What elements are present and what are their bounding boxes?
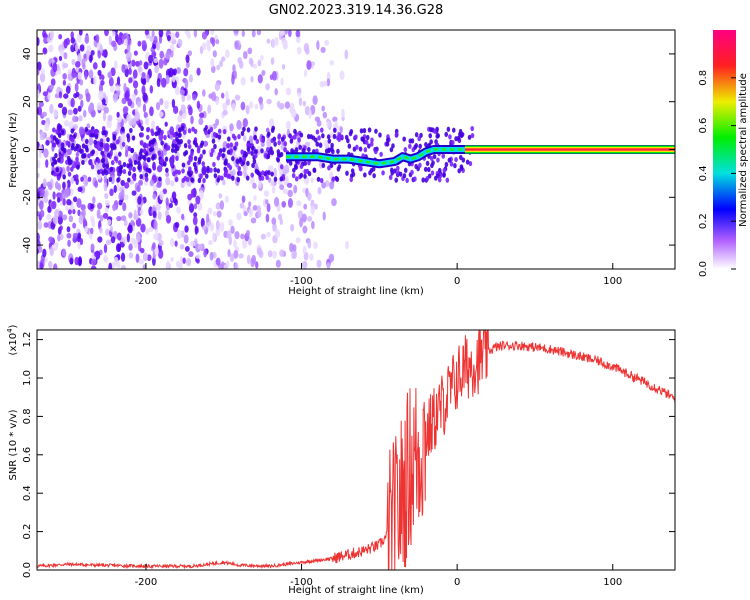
snr-x-tick-label: 100 <box>603 577 622 588</box>
spectrogram-x-tick-label: -100 <box>290 276 313 287</box>
snr-x-label: Height of straight line (km) <box>288 585 424 596</box>
spectrogram-y-tick-label: 20 <box>22 95 33 108</box>
snr-y-axis: 0.0 0.2 0.4 0.6 0.8 1.0 1.2 <box>22 332 675 578</box>
carrier-band-peak <box>464 148 675 151</box>
spectrogram-x-tick-label: -200 <box>135 276 158 287</box>
spectrogram-x-label: Height of straight line (km) <box>288 286 424 297</box>
snr-y-tick-label: 0.4 <box>22 485 33 501</box>
spectrogram-x-tick-label: 0 <box>454 276 460 287</box>
spectrogram-y-tick-label: 0 <box>22 146 33 152</box>
snr-x-tick-label: 0 <box>454 577 460 588</box>
snr-x-axis: -200 -100 0 100 <box>135 564 622 588</box>
spectrogram-heatmap <box>37 30 475 269</box>
colorbar-tick-label: 0.0 <box>698 261 709 277</box>
spectrogram-y-tick-label: -20 <box>22 189 33 205</box>
snr-y-tick-label: 0.8 <box>22 408 33 424</box>
spectrogram-x-axis: -200 -100 0 100 <box>135 263 622 287</box>
snr-frame <box>36 329 676 571</box>
snr-scale-suffix: ) <box>8 324 19 328</box>
colorbar-tick-label: 0.8 <box>698 70 709 86</box>
svg-text:(x104): (x104) <box>6 324 19 355</box>
snr-y-tick-label: 0.0 <box>22 562 33 578</box>
colorbar-ticks: 0.0 0.2 0.4 0.6 0.8 <box>698 70 736 277</box>
snr-x-tick-label: -200 <box>135 577 158 588</box>
figure-title: GN02.2023.319.14.36.G28 <box>269 3 444 18</box>
snr-y-tick-label: 1.0 <box>22 370 33 386</box>
snr-y-tick-label: 1.2 <box>22 332 33 348</box>
spectral-ridge <box>286 145 675 169</box>
colorbar: 0.0 0.2 0.4 0.6 0.8 Normalized spectral ampl… <box>698 30 749 277</box>
snr-y-label: SNR (10 * v/v) <box>8 409 19 480</box>
spectrogram-y-label: Frequency (Hz) <box>8 112 19 188</box>
spectrogram-y-axis: -40 -20 0 20 40 <box>22 48 675 253</box>
snr-scale-exponent: 4 <box>6 328 14 333</box>
snr-x-tick-label: -100 <box>290 577 313 588</box>
spectrogram-y-tick-label: 40 <box>22 48 33 61</box>
snr-scale-prefix: (x10 <box>8 333 19 356</box>
colorbar-label: Normalized spectral amplitude <box>738 73 749 227</box>
spectrogram-y-tick-label: -40 <box>22 237 33 253</box>
colorbar-tick-label: 0.2 <box>698 213 709 229</box>
colorbar-gradient <box>713 30 736 269</box>
spectrogram-x-tick-label: 100 <box>603 276 622 287</box>
snr-y-tick-label: 0.6 <box>22 447 33 463</box>
snr-scale-note: (x104) <box>6 324 19 355</box>
colorbar-tick-label: 0.4 <box>698 165 709 181</box>
colorbar-tick-label: 0.6 <box>698 118 709 134</box>
snr-y-tick-label: 0.2 <box>22 524 33 540</box>
snr-panel: -200 -100 0 100 0.0 0.2 0.4 0.6 0.8 1.0 1.2 Heigh… <box>6 324 676 596</box>
snr-series-line <box>37 330 675 570</box>
